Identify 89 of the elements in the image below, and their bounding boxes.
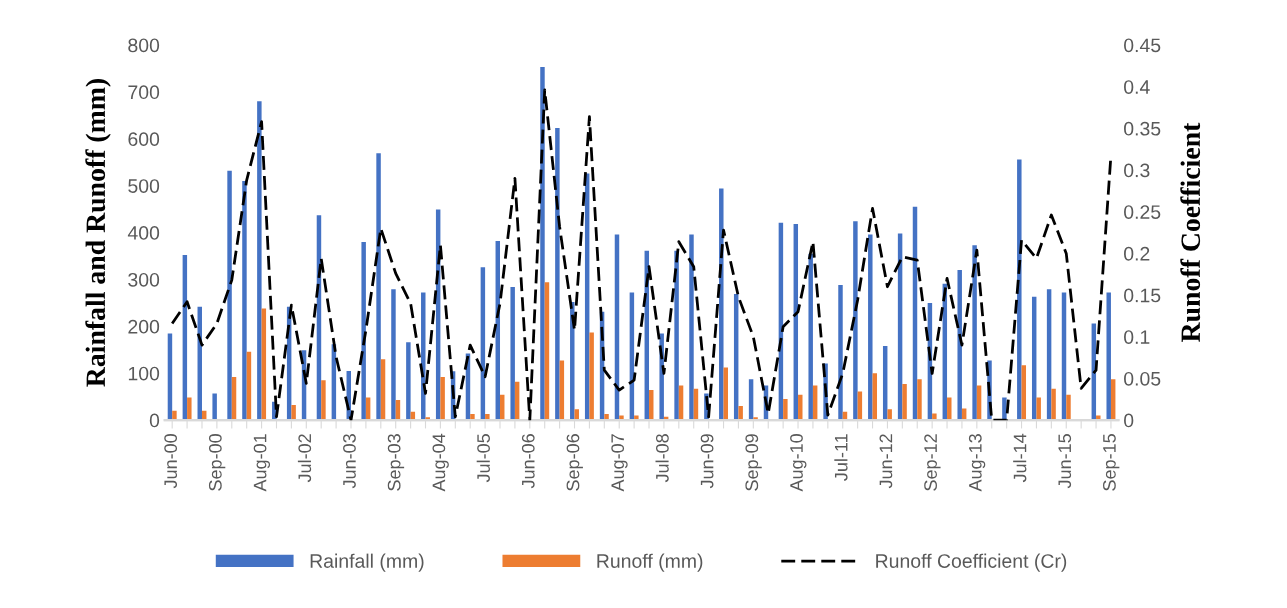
- bar: [510, 286, 515, 421]
- bar: [619, 415, 624, 421]
- y-tick-label: 300: [128, 272, 160, 287]
- y2-tick-label: 0.2: [1124, 246, 1150, 261]
- x-tick-label: Jun-06: [521, 434, 535, 489]
- bar: [1106, 292, 1111, 421]
- bar: [376, 153, 381, 421]
- bar: [440, 376, 445, 421]
- bar: [589, 332, 594, 421]
- bar: [972, 245, 977, 421]
- x-tick-label: Jun-12: [879, 434, 893, 489]
- bar: [1066, 394, 1071, 421]
- x-tick-label: Aug-04: [432, 433, 449, 492]
- y2-tick-label: 0: [1124, 413, 1134, 428]
- x-tick-label: Jun-03: [343, 434, 356, 489]
- bar: [470, 414, 475, 421]
- bar: [917, 379, 922, 421]
- bar: [738, 406, 743, 421]
- bar: [957, 270, 962, 421]
- legend-label: Rainfall (mm): [310, 553, 424, 572]
- bar: [321, 380, 326, 421]
- y-tick-label: 0: [149, 413, 160, 428]
- bar: [689, 234, 694, 421]
- x-tick-label: Aug-13: [968, 434, 986, 492]
- x-tick-label: Jul-05: [476, 434, 490, 483]
- bar: [257, 101, 262, 421]
- y2-tick-label: 0.15: [1124, 288, 1161, 303]
- x-tick-label: Sep-09: [745, 434, 762, 491]
- y2-tick-label: 0.35: [1124, 121, 1161, 136]
- y-tick-label: 100: [128, 366, 160, 381]
- bar: [808, 253, 813, 421]
- bar: [887, 409, 892, 421]
- y2-tick-label: 0.05: [1124, 371, 1161, 386]
- y-tick-label: 700: [128, 85, 160, 100]
- bar: [361, 241, 366, 421]
- x-tick-label: Jul-11: [834, 434, 848, 481]
- bar: [853, 221, 858, 421]
- y2-tick-label: 0.1: [1124, 330, 1150, 344]
- bar: [604, 414, 609, 421]
- bar: [1036, 397, 1041, 421]
- bar: [242, 180, 247, 421]
- y-tick-label: 500: [128, 179, 160, 193]
- bar: [868, 234, 873, 421]
- bar: [634, 415, 639, 421]
- x-tick-label: Jul-02: [297, 434, 312, 483]
- bar: [555, 127, 560, 421]
- y2-tick-label: 0.3: [1124, 163, 1150, 178]
- bar: [212, 393, 217, 421]
- y2-tick-label: 0.25: [1124, 205, 1161, 219]
- x-tick-label: Aug-07: [611, 434, 628, 492]
- y-tick-label: 200: [128, 319, 160, 334]
- bar: [674, 250, 679, 421]
- x-tick-label: Jul-14: [1013, 433, 1027, 483]
- y-tick-label: 400: [127, 226, 160, 240]
- legend-label: Runoff Coefficient (Cr): [876, 553, 1067, 572]
- bar: [406, 342, 411, 421]
- x-tick-label: Jun-15: [1058, 434, 1072, 489]
- legend-label: Runoff (mm): [597, 553, 703, 572]
- x-tick-label: Jun-00: [164, 434, 178, 489]
- x-tick-label: Aug-10: [790, 434, 807, 492]
- y2-tick-label: 0.4: [1124, 80, 1150, 94]
- bar: [947, 397, 952, 421]
- x-tick-label: Sep-12: [924, 434, 941, 491]
- bar: [1096, 415, 1101, 421]
- y2-tick-label: 0.45: [1124, 38, 1161, 53]
- y-tick-label: 800: [128, 38, 160, 53]
- bar: [172, 410, 177, 421]
- bar: [291, 405, 296, 421]
- x-tick-label: Jul-08: [655, 434, 669, 483]
- bar: [187, 397, 192, 421]
- y2-axis-title: Runoff Coefficient: [1180, 122, 1201, 343]
- x-tick-label: Sep-03: [387, 434, 405, 491]
- y-tick-label: 600: [128, 132, 160, 147]
- x-tick-label: Aug-01: [253, 434, 271, 492]
- bar: [1051, 388, 1056, 421]
- bar: [719, 188, 724, 421]
- bar: [391, 289, 396, 421]
- x-tick-label: Sep-15: [1103, 434, 1120, 491]
- y-axis-title: Rainfall and Runoff (mm): [85, 79, 111, 387]
- bar: [227, 170, 232, 421]
- x-tick-label: Sep-06: [566, 434, 583, 491]
- bar: [798, 394, 803, 421]
- line-series: [170, 88, 1113, 421]
- bar: [838, 285, 843, 421]
- bar: [902, 384, 907, 421]
- bar: [485, 414, 490, 421]
- x-tick-label: Jun-09: [700, 434, 714, 489]
- bar: [783, 399, 788, 421]
- x-tick-label: Sep-00: [208, 434, 226, 491]
